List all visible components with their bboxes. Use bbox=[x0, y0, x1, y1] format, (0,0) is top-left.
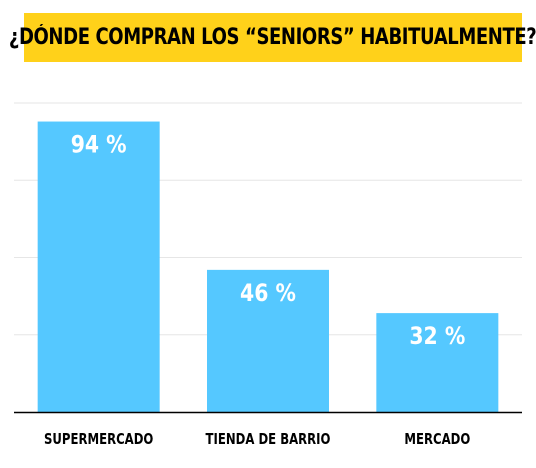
bar-value-label: 94 % bbox=[71, 131, 127, 159]
title-banner: ¿DÓNDE COMPRAN LOS “SENIORS” HABITUALMEN… bbox=[9, 13, 536, 62]
bar-supermercado bbox=[37, 121, 160, 412]
category-label: SUPERMERCADO bbox=[44, 432, 153, 449]
bars bbox=[37, 121, 499, 412]
category-label: MERCADO bbox=[404, 432, 470, 449]
bar-tienda-de-barrio bbox=[207, 269, 329, 412]
bar-value-label: 46 % bbox=[240, 279, 296, 307]
chart-title: ¿DÓNDE COMPRAN LOS “SENIORS” HABITUALMEN… bbox=[9, 25, 536, 50]
value-labels: 94 % 46 % 32 % bbox=[71, 131, 466, 351]
bar-value-label: 32 % bbox=[409, 323, 465, 351]
category-label: TIENDA DE BARRIO bbox=[206, 432, 331, 449]
category-labels: SUPERMERCADO TIENDA DE BARRIO MERCADO bbox=[44, 432, 470, 449]
bar-mercado bbox=[376, 313, 499, 412]
